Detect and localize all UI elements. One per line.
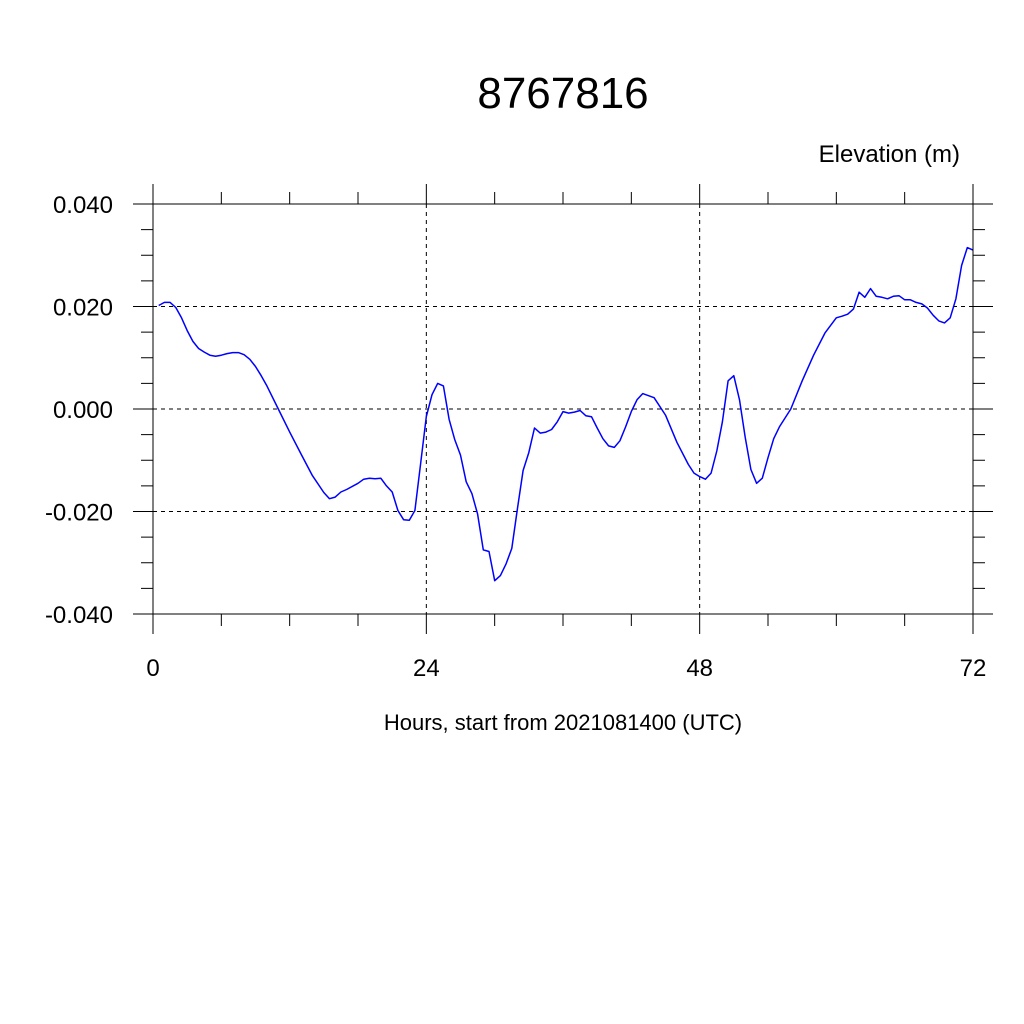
series-layer [158,246,974,582]
tick-marks [133,184,993,634]
chart-title: 8767816 [477,69,648,118]
x-tick-label: 48 [686,655,713,682]
y-tick-label: 0.020 [53,295,113,322]
tick-labels: 0 24 48 72 -0.040 -0.020 0.000 0.020 0.040 [45,192,986,682]
y-tick-label: 0.040 [53,192,113,219]
elevation-series-line [158,246,974,582]
y-tick-label: 0.000 [53,397,113,424]
y-axis-unit-label: Elevation (m) [819,141,960,168]
y-tick-label: -0.020 [45,500,113,527]
x-axis-label: Hours, start from 2021081400 (UTC) [384,710,742,735]
y-tick-label: -0.040 [45,602,113,629]
x-tick-label: 72 [960,655,987,682]
x-tick-label: 0 [146,655,159,682]
x-tick-label: 24 [413,655,440,682]
